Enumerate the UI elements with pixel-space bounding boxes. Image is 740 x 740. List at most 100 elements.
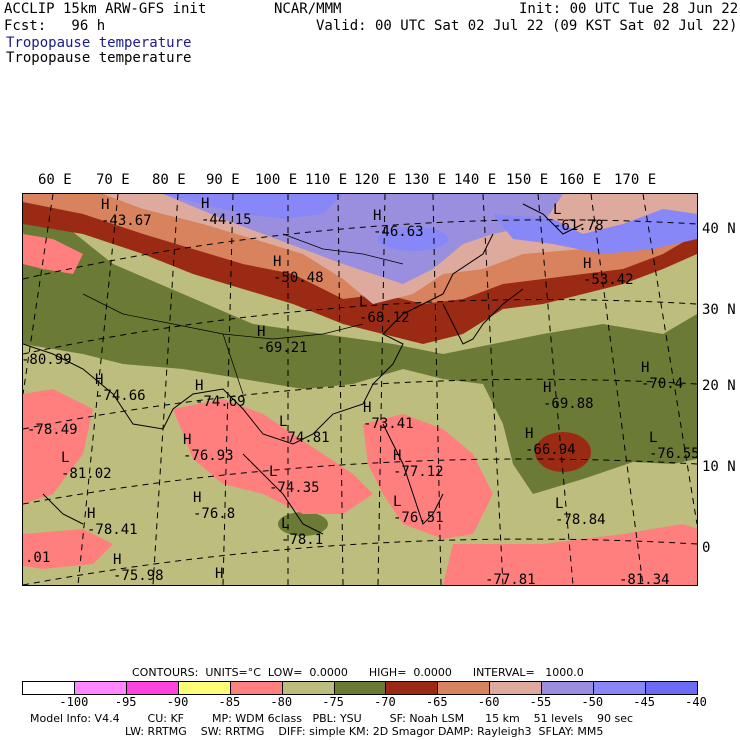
colorbar-tick-label: -70 <box>374 695 396 709</box>
hl-label: L -74.35 <box>269 464 320 496</box>
hl-label: -81.34 <box>619 572 670 586</box>
colorbar-swatch <box>438 682 491 694</box>
hl-label: H -46.63 <box>373 208 424 240</box>
shading-minus80 <box>23 234 697 585</box>
hl-label: H -74.69 <box>195 378 246 410</box>
lon-label: 80 E <box>152 172 186 188</box>
field-title-blue: Tropopause temperature <box>6 35 192 51</box>
hl-label: -77.81 <box>485 572 536 586</box>
colorbar-tick-label: -95 <box>114 695 137 709</box>
border-line <box>282 233 404 265</box>
field-title: Tropopause temperature <box>6 50 192 66</box>
borders <box>82 233 404 395</box>
lon-label: 100 E <box>255 172 298 188</box>
shading-minus70 <box>23 214 697 494</box>
lon-label: 70 E <box>96 172 130 188</box>
colorbar-swatch <box>178 682 231 694</box>
lat-label: 40 N <box>702 221 736 237</box>
colorbar-tick-label: -60 <box>477 695 500 709</box>
lat-label: 30 N <box>702 302 736 318</box>
japan-coast <box>442 288 524 345</box>
hl-label: .01 <box>25 550 51 566</box>
colorbar-swatch <box>594 682 647 694</box>
colorbar-tick-label: -80 <box>270 695 293 709</box>
colorbar-swatch <box>126 682 179 694</box>
shading-minus80-indochina <box>173 399 373 514</box>
shading-minus45-center <box>378 227 448 251</box>
lat-label: 10 N <box>702 459 736 475</box>
lon-label: 170 E <box>614 172 657 188</box>
hl-label: L -78.1 <box>281 516 324 548</box>
lon-label: 90 E <box>206 172 240 188</box>
hl-label: H -69.21 <box>257 324 308 356</box>
forecast-hour: Fcst: 96 h <box>4 18 106 34</box>
graticule <box>23 194 697 585</box>
hl-label: H -75.98 <box>113 552 164 584</box>
hl-label: H -50.48 <box>273 254 324 286</box>
shading-minus80-south <box>443 524 697 585</box>
hl-label: H -76.8 <box>193 490 236 522</box>
hl-label: L -68.12 <box>359 294 410 326</box>
colorbar-swatch <box>334 682 387 694</box>
organization-label: NCAR/MMM <box>274 1 342 17</box>
hl-label: -80.99 <box>22 352 72 368</box>
hl-label: L -78.84 <box>555 496 606 528</box>
colorbar-tick-label: -55 <box>529 695 552 709</box>
model-info-line1: Model Info: V4.4 CU: KF MP: WDM 6class P… <box>30 712 634 725</box>
map-canvas <box>23 194 697 585</box>
coastlines <box>23 203 584 535</box>
hl-label: -78.49 <box>27 422 78 438</box>
colorbar-tick-label: -85 <box>218 695 241 709</box>
colorbar-tick-label: -45 <box>633 695 655 709</box>
colorbar-tick-label: -90 <box>166 695 189 709</box>
lon-label: 160 E <box>559 172 602 188</box>
shading-minus80-nw <box>23 234 83 274</box>
hl-label: L -74.81 <box>279 414 330 446</box>
border-line <box>222 333 244 395</box>
lon-label: 110 E <box>305 172 348 188</box>
colorbar-swatch <box>386 682 439 694</box>
shading-minus80-west <box>23 389 93 504</box>
hl-label: L -81.02 <box>61 450 112 482</box>
hl-label: H -74.66 <box>95 372 146 404</box>
colorbar-tick-label: -65 <box>425 695 448 709</box>
lat-label: 20 N <box>702 378 736 394</box>
colorbar-tick-label: -40 <box>685 695 707 709</box>
lon-label: 60 E <box>38 172 72 188</box>
hl-label: H -53.42 <box>583 256 634 288</box>
hl-label: H -43.67 <box>101 197 152 229</box>
lon-label: 130 E <box>404 172 447 188</box>
lon-label: 150 E <box>506 172 549 188</box>
hl-label: H <box>215 566 224 582</box>
hl-label: H -69.88 <box>543 380 594 412</box>
model-info-line2: LW: RRTMG SW: RRTMG DIFF: simple KM: 2D … <box>125 725 604 738</box>
lon-line <box>23 194 54 395</box>
shading-minus80-sw <box>23 529 113 569</box>
lon-label: 140 E <box>454 172 497 188</box>
colorbar-tick-label: -100 <box>59 695 89 709</box>
colorbar-swatch <box>490 682 543 694</box>
lon-label: 120 E <box>354 172 397 188</box>
shading-minus80-scs <box>363 414 493 539</box>
hl-label: H -70.4 <box>641 360 684 392</box>
hl-label: H -73.41 <box>363 400 414 432</box>
india-coast <box>42 493 84 525</box>
colorbar-swatch <box>230 682 283 694</box>
init-time: Init: 00 UTC Tue 28 Jun 22 <box>519 1 739 17</box>
hl-label: H -76.93 <box>183 432 234 464</box>
hl-label: L -76.51 <box>393 494 444 526</box>
colorbar-swatch <box>282 682 335 694</box>
hl-label: H -78.41 <box>87 506 138 538</box>
hl-label: L -76.55 <box>649 430 698 462</box>
hl-label: H -44.15 <box>201 196 252 228</box>
colorbar-swatch <box>646 682 697 694</box>
model-title: ACCLIP 15km ARW-GFS init <box>4 1 207 17</box>
shading-minus65-storm <box>535 432 591 472</box>
colorbar-swatch <box>74 682 127 694</box>
hl-label: L -61.78 <box>553 202 604 234</box>
kamchatka-coast <box>522 203 584 235</box>
colorbar <box>22 681 698 695</box>
asia-coast <box>23 233 494 445</box>
contours-info: CONTOURS: UNITS=°C LOW= 0.0000 HIGH= 0.0… <box>132 666 584 679</box>
philippines-coast <box>382 423 444 525</box>
